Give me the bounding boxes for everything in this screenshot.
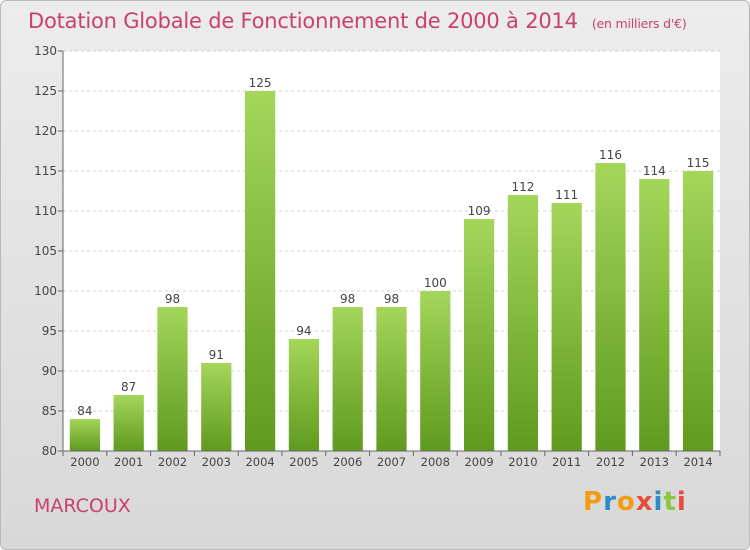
- x-tick-label: 2014: [683, 455, 712, 469]
- logo-letter: i: [653, 487, 664, 517]
- value-label: 116: [599, 148, 622, 162]
- bar-2005: [288, 339, 320, 451]
- logo-letter: r: [603, 487, 617, 517]
- value-label: 98: [340, 292, 355, 306]
- y-tick-label: 95: [42, 324, 57, 338]
- x-tick-label: 2007: [377, 455, 406, 469]
- value-label: 98: [384, 292, 399, 306]
- value-label: 115: [687, 156, 710, 170]
- value-label: 98: [165, 292, 180, 306]
- logo-letter: i: [676, 487, 687, 517]
- chart-title: Dotation Globale de Fonctionnement de 20…: [28, 9, 687, 33]
- bar-2014: [682, 171, 714, 451]
- logo-letter: x: [635, 487, 654, 517]
- logo-letter: t: [663, 487, 677, 517]
- bar-2013: [639, 179, 670, 451]
- unit-label: (en milliers d'€): [591, 16, 687, 31]
- x-tick-label: 2003: [202, 455, 231, 469]
- title-text: Dotation Globale de Fonctionnement de 20…: [28, 9, 578, 33]
- value-label: 111: [555, 188, 578, 202]
- y-tick-label: 125: [34, 84, 57, 98]
- bar-2003: [201, 363, 232, 451]
- bar-2006: [332, 307, 363, 451]
- logo-letter: o: [616, 487, 636, 517]
- x-tick-label: 2006: [333, 455, 362, 469]
- bar-2012: [595, 163, 626, 451]
- bar-2009: [463, 219, 495, 451]
- x-tick-label: 2000: [70, 455, 99, 469]
- x-tick-label: 2010: [508, 455, 537, 469]
- x-tick-label: 2013: [640, 455, 669, 469]
- bar-2007: [376, 307, 407, 451]
- bar-2000: [69, 419, 101, 451]
- x-tick-label: 2002: [158, 455, 187, 469]
- value-label: 100: [424, 276, 447, 290]
- bar-2004: [244, 91, 276, 451]
- value-label: 84: [77, 404, 92, 418]
- y-tick-label: 110: [34, 204, 57, 218]
- value-label: 112: [511, 180, 534, 194]
- x-tick-label: 2012: [596, 455, 625, 469]
- x-tick-label: 2005: [289, 455, 318, 469]
- y-tick-label: 115: [34, 164, 57, 178]
- x-tick-label: 2001: [114, 455, 143, 469]
- bar-2002: [157, 307, 188, 451]
- x-tick-label: 2004: [245, 455, 274, 469]
- x-tick-label: 2008: [421, 455, 450, 469]
- value-label: 114: [643, 164, 666, 178]
- bar-2010: [507, 195, 539, 451]
- y-tick-label: 120: [34, 124, 57, 138]
- y-tick-label: 100: [34, 284, 57, 298]
- commune-name: MARCOUX: [34, 495, 131, 517]
- x-tick-label: 2011: [552, 455, 581, 469]
- y-tick-label: 90: [42, 364, 57, 378]
- value-label: 125: [249, 76, 272, 90]
- bar-2001: [113, 395, 144, 451]
- y-tick-label: 105: [34, 244, 57, 258]
- value-label: 94: [296, 324, 311, 338]
- value-label: 91: [209, 348, 224, 362]
- value-label: 109: [468, 204, 491, 218]
- x-tick-label: 2009: [464, 455, 493, 469]
- proxiti-logo: Proxiti: [583, 487, 687, 517]
- y-tick-label: 80: [42, 444, 57, 458]
- y-tick-label: 85: [42, 404, 57, 418]
- logo-letter: P: [583, 487, 604, 517]
- value-label: 87: [121, 380, 136, 394]
- bar-2008: [420, 291, 451, 451]
- y-tick-label: 130: [34, 44, 57, 58]
- bar-2011: [551, 203, 582, 451]
